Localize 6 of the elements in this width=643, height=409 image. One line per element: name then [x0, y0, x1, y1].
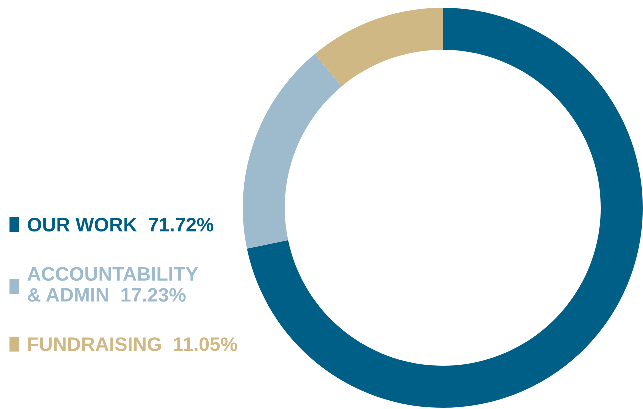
donut-slice	[243, 54, 342, 249]
legend-label: ACCOUNTABILITY & ADMIN 17.23%	[28, 267, 198, 302]
legend-label: OUR WORK 71.72%	[28, 218, 214, 232]
donut-slice	[247, 8, 643, 408]
legend-label: FUNDRAISING 11.05%	[28, 338, 238, 352]
donut-slice	[315, 8, 443, 87]
